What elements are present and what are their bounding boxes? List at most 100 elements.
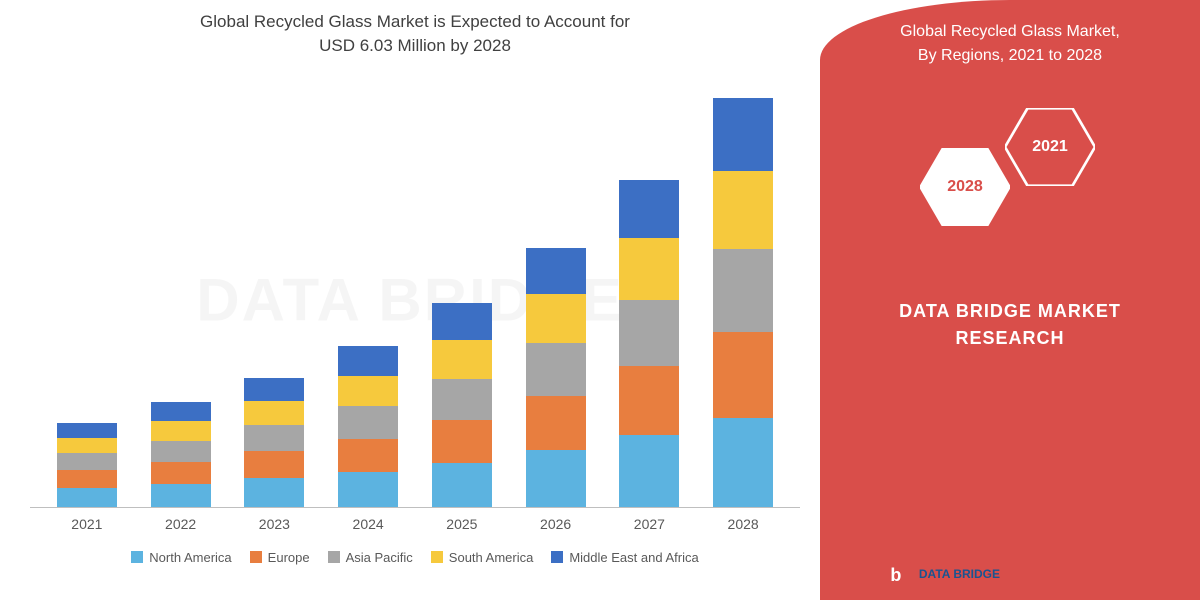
hexagon-group: 2028 2021 <box>910 98 1110 278</box>
side-title-line2: By Regions, 2021 to 2028 <box>918 47 1102 64</box>
bar-segment <box>151 484 211 507</box>
bar-segment <box>244 378 304 401</box>
side-panel: Global Recycled Glass Market, By Regions… <box>820 0 1200 600</box>
x-axis-label: 2021 <box>52 516 122 532</box>
chart-title: Global Recycled Glass Market is Expected… <box>30 10 800 58</box>
bar-segment <box>432 379 492 420</box>
legend-item: Europe <box>250 550 310 565</box>
bar-segment <box>57 423 117 438</box>
bar-segment <box>619 238 679 300</box>
bar-group <box>52 423 122 507</box>
bar-segment <box>244 451 304 478</box>
legend-swatch <box>431 551 443 563</box>
chart-title-line2: USD 6.03 Million by 2028 <box>319 36 511 55</box>
bar-segment <box>526 450 586 507</box>
bar-stack <box>244 378 304 507</box>
bar-segment <box>526 294 586 343</box>
bar-segment <box>713 418 773 507</box>
brand-label: DATA BRIDGE MARKET RESEARCH <box>850 298 1170 352</box>
bar-segment <box>526 343 586 395</box>
bar-segment <box>338 472 398 507</box>
bar-segment <box>619 300 679 366</box>
bar-group <box>614 180 684 507</box>
bar-stack <box>338 346 398 506</box>
chart-section: DATA BRIDGE Global Recycled Glass Market… <box>0 0 820 600</box>
bar-segment <box>526 396 586 450</box>
bar-segment <box>244 478 304 506</box>
bar-segment <box>619 366 679 435</box>
hex-year-2: 2021 <box>1032 138 1068 156</box>
bar-stack <box>151 402 211 507</box>
legend-label: South America <box>449 550 534 565</box>
bar-segment <box>619 435 679 506</box>
bar-segment <box>432 340 492 379</box>
x-axis-label: 2027 <box>614 516 684 532</box>
bar-stack <box>526 248 586 507</box>
stacked-bar-chart <box>30 68 800 508</box>
bar-group <box>239 378 309 507</box>
bar-stack <box>432 303 492 506</box>
bar-segment <box>151 402 211 421</box>
bar-segment <box>619 180 679 239</box>
bar-stack <box>713 98 773 507</box>
side-title-line1: Global Recycled Glass Market, <box>900 23 1120 40</box>
bar-segment <box>57 438 117 454</box>
bar-segment <box>713 98 773 171</box>
legend-label: North America <box>149 550 231 565</box>
bar-segment <box>57 488 117 507</box>
footer-logo-text: DATA BRIDGE <box>919 568 1000 581</box>
bar-segment <box>57 453 117 470</box>
chart-legend: North America Europe Asia Pacific South Ame… <box>30 550 800 565</box>
brand-line1: DATA BRIDGE MARKET <box>899 301 1121 321</box>
bar-group <box>427 303 497 506</box>
bar-segment <box>432 463 492 507</box>
legend-item: Asia Pacific <box>328 550 413 565</box>
bar-segment <box>432 420 492 463</box>
bar-segment <box>244 401 304 425</box>
bar-group <box>708 98 778 507</box>
legend-label: Europe <box>268 550 310 565</box>
footer-logo: b DATA BRIDGE <box>881 560 1000 590</box>
chart-title-line1: Global Recycled Glass Market is Expected… <box>200 12 630 31</box>
footer-logo-icon: b <box>881 560 911 590</box>
legend-item: Middle East and Africa <box>551 550 698 565</box>
main-container: DATA BRIDGE Global Recycled Glass Market… <box>0 0 1200 600</box>
bar-segment <box>338 439 398 473</box>
bar-segment <box>151 462 211 484</box>
bar-stack <box>57 423 117 507</box>
hexagon-2021: 2021 <box>1005 108 1095 186</box>
bar-segment <box>713 171 773 249</box>
hexagon-2028: 2028 <box>920 148 1010 226</box>
x-axis-label: 2023 <box>239 516 309 532</box>
legend-swatch <box>551 551 563 563</box>
x-axis-label: 2025 <box>427 516 497 532</box>
bar-segment <box>151 421 211 441</box>
bar-segment <box>244 425 304 451</box>
legend-swatch <box>328 551 340 563</box>
bar-segment <box>338 406 398 438</box>
bar-segment <box>713 332 773 418</box>
bar-stack <box>619 180 679 507</box>
bar-segment <box>526 248 586 294</box>
bar-group <box>333 346 403 506</box>
legend-swatch <box>131 551 143 563</box>
x-axis: 2021 2022 2023 2024 2025 2026 2027 2028 <box>30 508 800 532</box>
bar-segment <box>713 249 773 332</box>
bar-segment <box>338 346 398 375</box>
legend-label: Middle East and Africa <box>569 550 698 565</box>
bar-segment <box>432 303 492 340</box>
x-axis-label: 2028 <box>708 516 778 532</box>
x-axis-label: 2022 <box>146 516 216 532</box>
bar-group <box>521 248 591 507</box>
legend-item: North America <box>131 550 231 565</box>
x-axis-label: 2024 <box>333 516 403 532</box>
bar-group <box>146 402 216 507</box>
side-panel-title: Global Recycled Glass Market, By Regions… <box>850 20 1170 68</box>
bar-segment <box>338 376 398 406</box>
legend-label: Asia Pacific <box>346 550 413 565</box>
x-axis-label: 2026 <box>521 516 591 532</box>
bar-segment <box>151 441 211 462</box>
bar-segment <box>57 470 117 488</box>
brand-line2: RESEARCH <box>955 328 1064 348</box>
legend-swatch <box>250 551 262 563</box>
